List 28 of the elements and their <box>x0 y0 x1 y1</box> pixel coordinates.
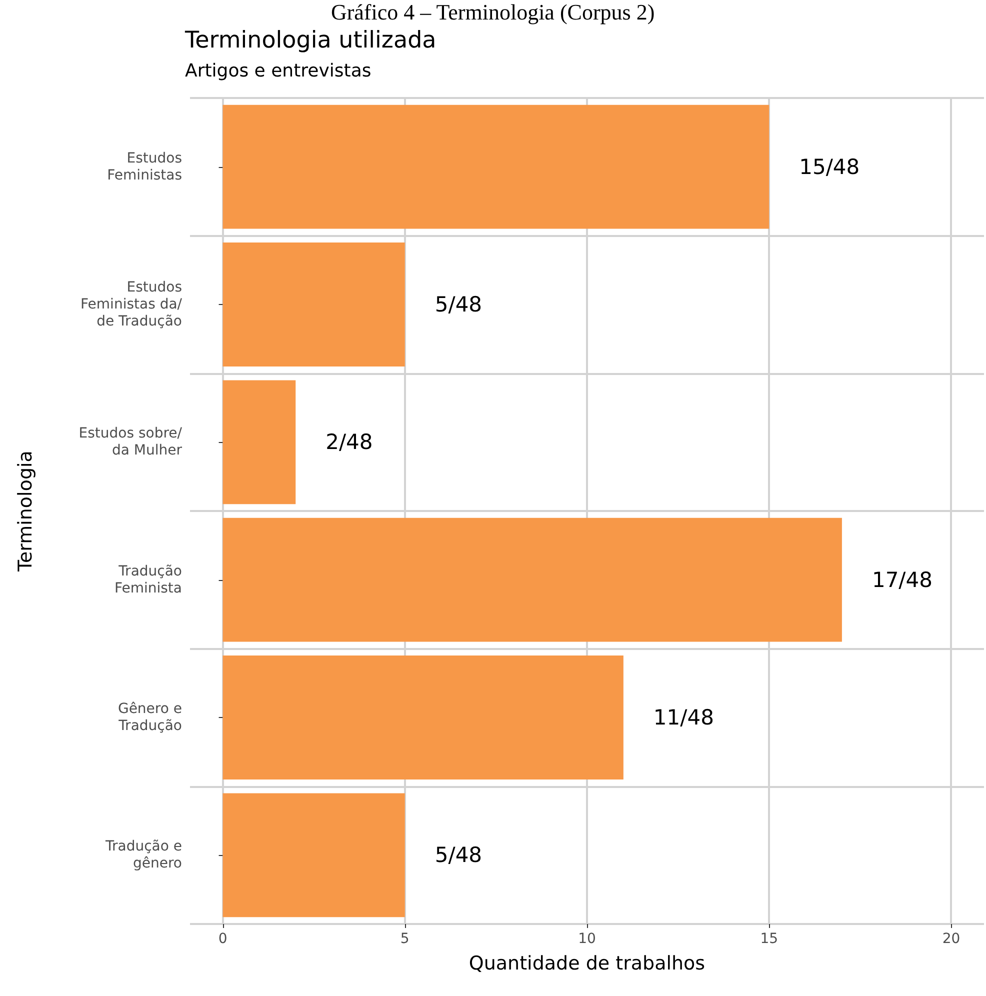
bar <box>222 380 296 504</box>
y-tick-label: Gênero e Tradução <box>118 701 182 734</box>
y-axis-title: Terminologia <box>14 450 36 572</box>
x-tick-label: 20 <box>942 931 960 947</box>
data-label: 11/48 <box>653 706 714 730</box>
chart-subtitle: Artigos e entrevistas <box>185 60 372 82</box>
data-label: 17/48 <box>872 568 932 592</box>
bar <box>222 656 624 780</box>
x-tick-label: 15 <box>760 931 778 947</box>
bar <box>222 104 770 229</box>
y-tick-label: Estudos Feministas <box>107 150 182 184</box>
data-label: 2/48 <box>326 430 373 454</box>
y-tick-label: Tradução e gênero <box>104 838 182 872</box>
x-tick-label: 5 <box>400 931 410 947</box>
data-label: 5/48 <box>434 843 482 868</box>
y-tick-label: Estudos sobre/ da Mulher <box>78 426 182 459</box>
x-tick-label: 0 <box>218 931 228 947</box>
bar <box>222 242 405 366</box>
text: Gráfico 4 – Terminologia (Corpus 2) <box>330 0 655 24</box>
data-label: 5/48 <box>434 292 482 316</box>
y-tick-label: Estudos Feministas da/ de Tradução <box>80 280 182 330</box>
x-tick-label: 10 <box>578 931 596 947</box>
y-tick-label: Tradução Feminista <box>114 563 182 596</box>
x-axis-title: Quantidade de trabalhos <box>468 952 706 974</box>
bar <box>222 793 405 918</box>
chart-title: Terminologia utilizada <box>184 28 436 54</box>
data-label: 15/48 <box>799 154 860 179</box>
bar <box>222 518 842 642</box>
